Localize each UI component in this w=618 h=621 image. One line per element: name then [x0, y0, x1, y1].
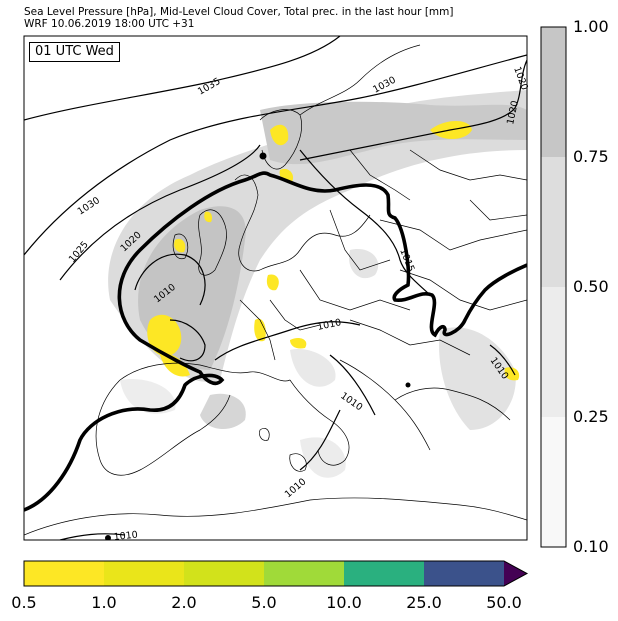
precip-band	[24, 561, 104, 586]
isobars	[24, 36, 527, 540]
cloud-tick: 0.50	[573, 277, 609, 296]
precip-tick: 2.0	[171, 593, 197, 612]
cloud-band	[541, 417, 566, 547]
isobar-1015-bold	[24, 171, 527, 512]
precip-band	[344, 561, 424, 586]
precip-tick: 1.0	[91, 593, 117, 612]
precip-tick: 50.0	[486, 593, 522, 612]
cloud-band	[541, 27, 566, 157]
precip-band	[424, 561, 504, 586]
precipitation	[147, 121, 520, 381]
precip-tick: 0.5	[11, 593, 37, 612]
precip-band	[104, 561, 184, 586]
precip-tick: 10.0	[326, 593, 362, 612]
cloud-tick: 0.75	[573, 147, 609, 166]
cloud-band	[541, 287, 566, 417]
precip-colorbar	[23, 560, 529, 587]
precip-extend-arrow	[504, 561, 527, 586]
chart-title: Sea Level Pressure [hPa], Mid-Level Clou…	[24, 6, 454, 18]
isobar-label: 1010	[316, 317, 342, 333]
precip-band	[184, 561, 264, 586]
isobar-label: 1010	[113, 530, 138, 543]
cloud-band	[541, 157, 566, 287]
run-info: WRF 10.06.2019 18:00 UTC +31	[24, 18, 195, 30]
precip-tick: 25.0	[406, 593, 442, 612]
precip-tick: 5.0	[251, 593, 277, 612]
cloud-tick: 1.00	[573, 17, 609, 36]
precip-band	[264, 561, 344, 586]
cloud-tick: 0.10	[573, 537, 609, 556]
valid-time-label: 01 UTC Wed	[29, 42, 120, 62]
cloud-cover	[108, 90, 527, 478]
coastlines	[24, 44, 527, 536]
cloud-tick: 0.25	[573, 407, 609, 426]
isobar-label: 1020	[505, 100, 521, 126]
cloud-colorbar	[540, 26, 567, 548]
